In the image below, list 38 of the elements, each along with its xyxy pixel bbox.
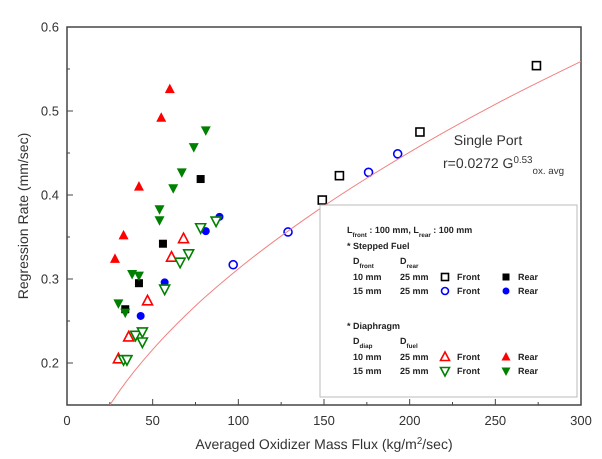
x-tick-label: 0 xyxy=(63,413,71,428)
annotation: D$_{rear}$ xyxy=(400,256,419,270)
y-tick-label: 0.4 xyxy=(40,188,59,202)
legend-label: Rear xyxy=(518,272,539,282)
annotation: 25 mm xyxy=(400,272,429,282)
annotation: D$_{diap}$ xyxy=(353,336,373,350)
legend-label: Rear xyxy=(518,366,539,376)
annotation: 25 mm xyxy=(400,366,429,376)
annotation: 25 mm xyxy=(400,286,429,296)
legend-label: Front xyxy=(457,286,480,296)
legend-label: Front xyxy=(457,366,480,376)
legend-label: Rear xyxy=(518,352,539,362)
y-tick-label: 0.6 xyxy=(40,20,59,34)
legend-label: Front xyxy=(457,352,480,362)
x-tick-label: 250 xyxy=(484,413,506,428)
y-tick-label: 0.3 xyxy=(40,272,59,286)
y-axis-title: Regression Rate (mm/sec) xyxy=(15,132,31,300)
annotation: 15 mm xyxy=(353,366,382,376)
x-tick-label: 200 xyxy=(398,413,421,428)
annotation: D$_{front}$ xyxy=(353,256,375,270)
legend-label: Front xyxy=(457,272,480,282)
annotation: 15 mm xyxy=(353,286,382,296)
x-tick-label: 300 xyxy=(570,413,592,428)
annotation: Single Port xyxy=(454,132,522,148)
y-tick-label: 0.2 xyxy=(40,356,59,370)
annotation: 10 mm xyxy=(353,272,382,282)
legend-label: Rear xyxy=(518,286,539,296)
annotation: * Diaphragm xyxy=(347,321,400,331)
x-tick-label: 150 xyxy=(313,413,335,428)
annotation: 10 mm xyxy=(353,352,382,362)
y-tick-label: 0.5 xyxy=(40,104,59,118)
x-tick-label: 100 xyxy=(227,413,250,428)
annotation: L$_{front}$ : 100 mm, L$_{rear}$ : 100 mm xyxy=(347,225,472,238)
x-axis-title: Averaged Oxidizer Mass Flux (kg/m$^{2}$/sec) xyxy=(195,436,453,452)
annotation: 25 mm xyxy=(400,352,429,362)
x-tick-label: 50 xyxy=(145,413,160,428)
annotation: D$_{fuel}$ xyxy=(400,336,418,350)
annotation: * Stepped Fuel xyxy=(347,241,410,251)
